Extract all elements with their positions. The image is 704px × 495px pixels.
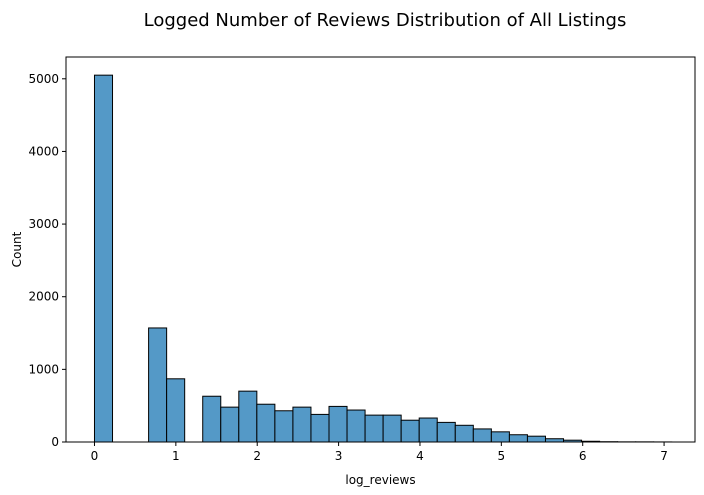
x-tick-label: 2 [253, 449, 261, 463]
y-tick-label: 5000 [28, 72, 59, 86]
x-axis-label: log_reviews [345, 473, 415, 487]
plot-frame [65, 56, 696, 443]
chart-title: Logged Number of Reviews Distribution of… [144, 10, 627, 31]
histogram-bar [382, 414, 402, 443]
histogram-bar [274, 410, 294, 443]
histogram-bar [400, 419, 420, 443]
histogram-bar [364, 414, 384, 443]
bars-layer [93, 74, 673, 443]
x-tick-label: 0 [91, 449, 99, 463]
y-tick-label: 3000 [28, 217, 59, 231]
y-tick-label: 2000 [28, 290, 59, 304]
x-tick-label: 6 [579, 449, 587, 463]
histogram-bar [310, 413, 330, 443]
y-axis-label: Count [10, 231, 24, 267]
x-tick-label: 3 [335, 449, 343, 463]
y-tick-label: 0 [51, 435, 59, 449]
histogram-bar [454, 424, 474, 443]
x-tick-label: 7 [660, 449, 668, 463]
histogram-bar [202, 395, 222, 443]
y-axis-ticks: 0 1000 2000 3000 4000 5000 [28, 72, 66, 449]
histogram-bar [148, 327, 168, 443]
x-tick-label: 1 [172, 449, 180, 463]
x-tick-label: 4 [416, 449, 424, 463]
y-tick-label: 1000 [28, 362, 59, 376]
y-tick-label: 4000 [28, 144, 59, 158]
histogram-bar [346, 409, 366, 443]
histogram-bar [418, 417, 438, 443]
histogram-bar [166, 378, 186, 443]
histogram-bar [93, 74, 114, 443]
histogram-bar [238, 390, 258, 443]
histogram-bar [490, 431, 510, 443]
histogram-bar [508, 434, 528, 443]
histogram-bar [436, 421, 456, 443]
x-axis-ticks: 0 1 2 3 4 5 6 7 [91, 442, 668, 463]
x-tick-label: 5 [498, 449, 506, 463]
histogram-bar [292, 406, 312, 443]
histogram-bar [328, 405, 348, 443]
histogram-bar [220, 406, 240, 443]
histogram-bar [526, 435, 546, 443]
histogram-bar [256, 403, 276, 443]
histogram-bar [472, 428, 492, 443]
